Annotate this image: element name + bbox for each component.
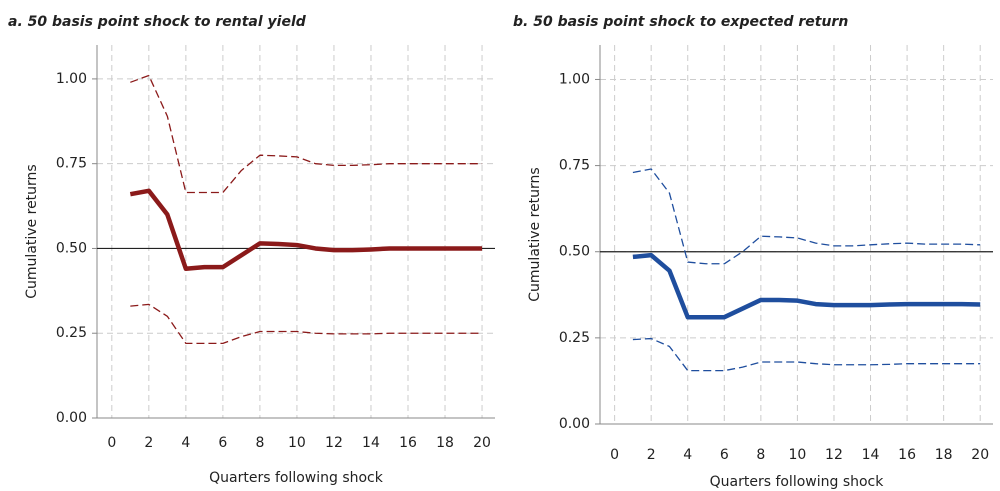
x-axis-label: Quarters following shock [710,474,885,490]
x-tick-label: 20 [971,447,989,463]
x-tick-label: 14 [862,447,880,463]
y-tick-label: 0.50 [56,240,87,256]
band-line [130,303,483,345]
y-axis-label: Cumulative returns [24,164,40,298]
x-tick-label: 6 [218,435,227,451]
y-tick-label: 0.75 [56,156,87,172]
y-tick-label: 1.00 [56,71,87,87]
x-tick-label: 6 [720,447,729,463]
y-tick-label: 1.00 [559,71,590,87]
y-tick-label: 0.00 [56,410,87,426]
x-tick-label: 2 [647,447,656,463]
y-tick-label: 0.75 [559,158,590,174]
y-tick-label: 0.25 [559,330,590,346]
x-tick-label: 16 [399,435,417,451]
band-line [130,74,483,194]
x-tick-label: 4 [181,435,190,451]
x-tick-label: 4 [683,447,692,463]
main-line [129,188,483,272]
x-tick-label: 12 [825,447,843,463]
x-tick-label: 20 [473,435,491,451]
panel-title: b. 50 basis point shock to expected retu… [513,14,848,30]
x-tick-label: 12 [325,435,343,451]
x-tick-label: 10 [288,435,306,451]
y-tick-label: 0.00 [559,416,590,432]
x-tick-label: 2 [144,435,153,451]
x-tick-label: 18 [935,447,953,463]
x-tick-label: 0 [610,447,619,463]
y-tick-label: 0.25 [56,325,87,341]
band-line [632,337,981,372]
x-tick-label: 18 [436,435,454,451]
x-tick-label: 8 [756,447,765,463]
main-line [632,252,981,320]
x-tick-label: 10 [788,447,806,463]
x-tick-label: 0 [107,435,116,451]
panel-title: a. 50 basis point shock to rental yield [8,14,307,30]
y-axis-label: Cumulative returns [527,167,543,301]
x-axis-label: Quarters following shock [209,470,384,486]
x-tick-label: 14 [362,435,380,451]
band-line [632,168,981,265]
y-tick-label: 0.50 [559,244,590,260]
x-tick-label: 16 [898,447,916,463]
x-tick-label: 8 [255,435,264,451]
